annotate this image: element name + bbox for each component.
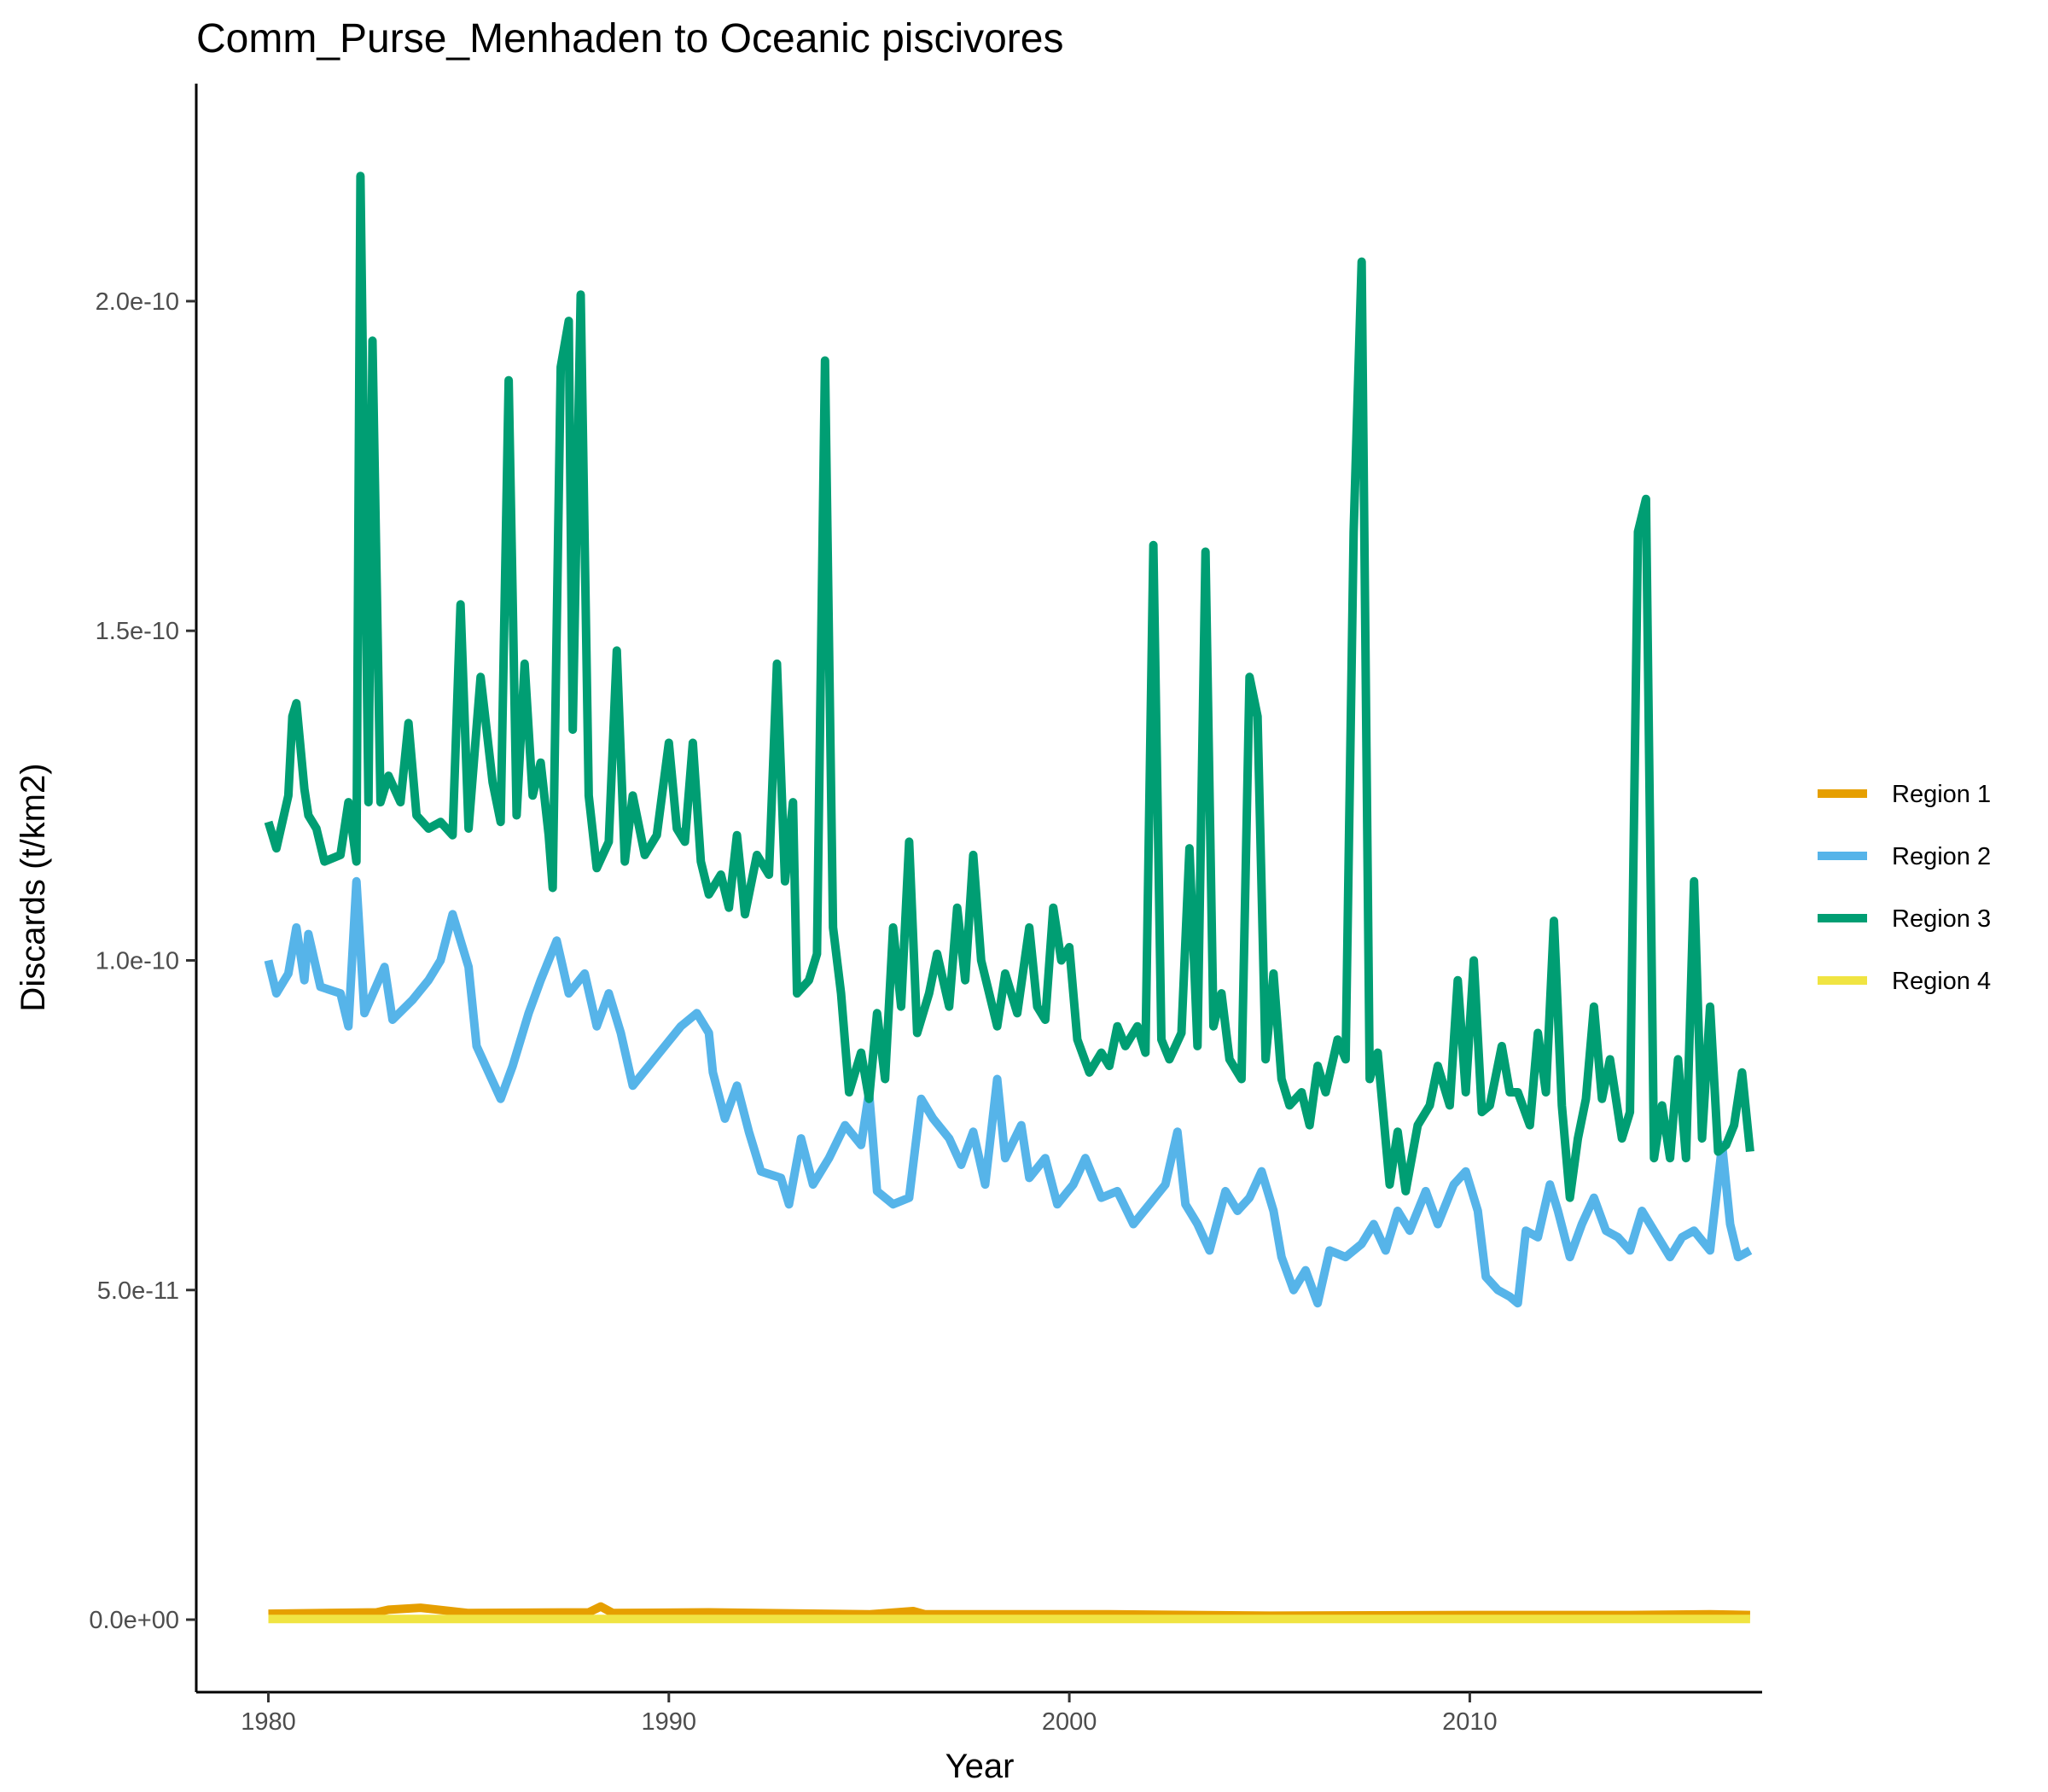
series-line-region-3 <box>264 172 1754 1202</box>
legend: Region 1 Region 2 Region 3 Region 4 <box>1818 781 1991 995</box>
series-line-region-1 <box>268 1602 1750 1620</box>
x-tick-label: 1980 <box>241 1708 296 1736</box>
x-tick-label: 2000 <box>1042 1708 1097 1736</box>
y-tick-label: 0.0e+00 <box>89 1607 179 1634</box>
x-axis-ticks: 1980 1990 2000 2010 <box>241 1692 1498 1736</box>
y-tick-label: 5.0e-11 <box>97 1277 179 1305</box>
series-line-region-2 <box>264 876 1753 1308</box>
chart-title: Comm_Purse_Menhaden to Oceanic piscivore… <box>196 16 1063 61</box>
legend-label-region-1: Region 1 <box>1892 781 1991 808</box>
legend-label-region-2: Region 2 <box>1892 843 1991 870</box>
legend-label-region-3: Region 3 <box>1892 905 1991 933</box>
y-tick-label: 1.5e-10 <box>96 618 179 645</box>
y-axis-ticks: 0.0e+00 5.0e-11 1.0e-10 1.5e-10 2.0e-10 <box>89 288 196 1634</box>
y-tick-label: 2.0e-10 <box>96 288 179 316</box>
series-layer <box>264 172 1754 1624</box>
y-axis-title: Discards (t/km2) <box>15 763 52 1011</box>
legend-label-region-4: Region 4 <box>1892 968 1991 995</box>
y-tick-label: 1.0e-10 <box>96 947 179 975</box>
plot-area <box>264 172 1754 1624</box>
x-tick-label: 1990 <box>642 1708 697 1736</box>
x-tick-label: 2010 <box>1442 1708 1498 1736</box>
x-axis-title: Year <box>945 1748 1015 1785</box>
